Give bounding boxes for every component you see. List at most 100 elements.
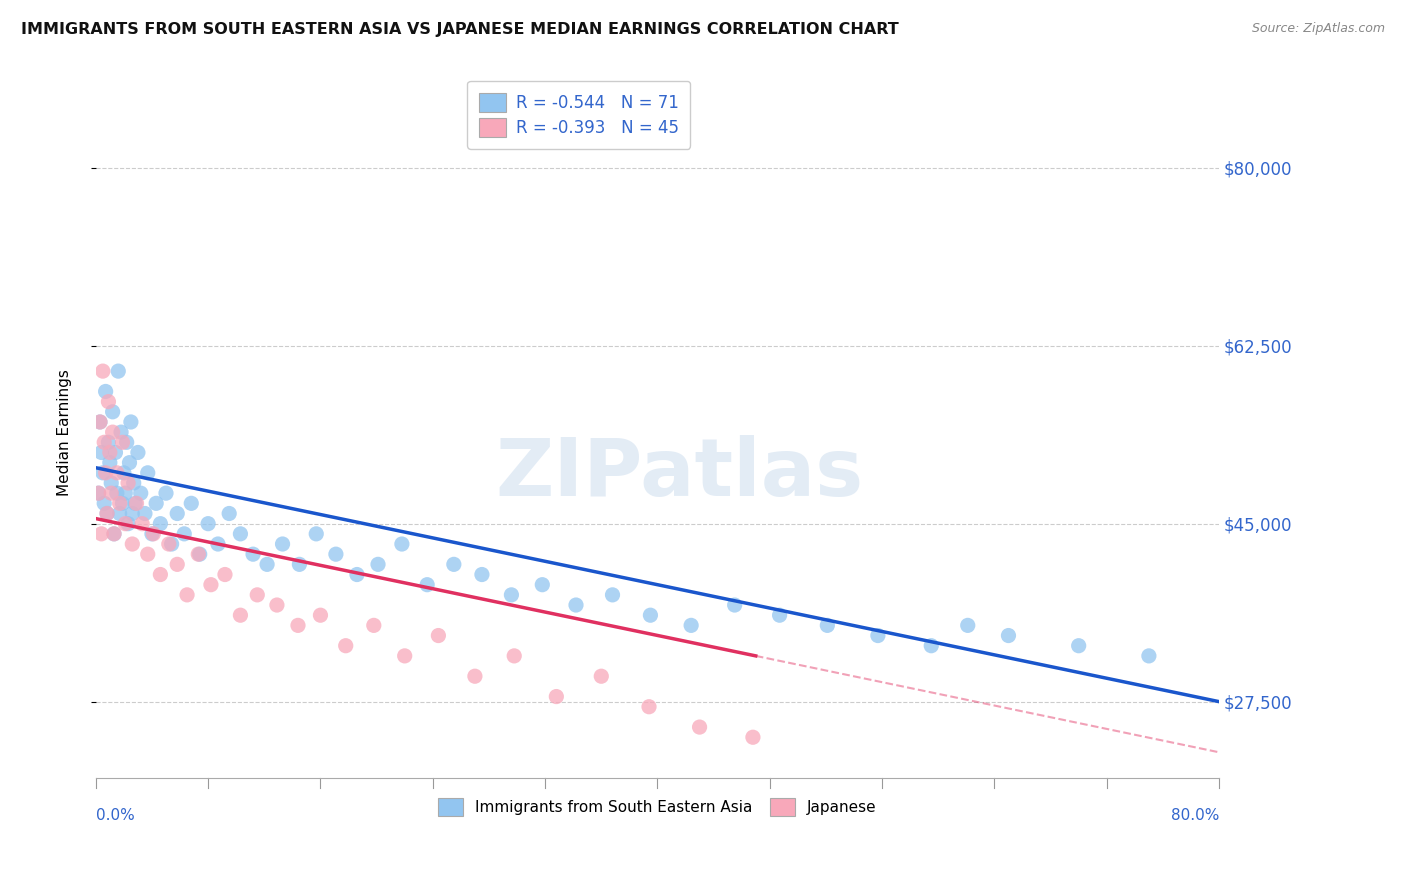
Point [309,608,332,623]
Text: 80.0%: 80.0% [1171,808,1219,823]
Point [121,507,143,521]
Point [471,567,494,582]
Point [501,588,523,602]
Point [108,496,131,510]
Point [367,558,389,572]
Point [1067,639,1090,653]
Point [591,669,613,683]
Point [815,618,838,632]
Point [188,547,211,561]
Point [98,445,121,459]
Point [288,558,311,572]
Point [187,547,209,561]
Point [546,690,568,704]
Point [124,496,146,510]
Point [173,526,195,541]
Point [325,547,347,561]
Point [229,608,252,623]
Point [956,618,979,632]
Point [242,547,264,561]
Point [602,588,624,602]
Point [100,486,122,500]
Text: IMMIGRANTS FROM SOUTH EASTERN ASIA VS JAPANESE MEDIAN EARNINGS CORRELATION CHART: IMMIGRANTS FROM SOUTH EASTERN ASIA VS JA… [21,22,898,37]
Point [117,475,139,490]
Point [114,486,136,500]
Point [218,507,240,521]
Point [93,496,115,510]
Point [271,537,294,551]
Point [464,669,486,683]
Point [724,598,747,612]
Point [136,547,159,561]
Text: ZIPatlas: ZIPatlas [496,434,865,513]
Point [197,516,219,531]
Point [105,486,128,500]
Point [112,466,135,480]
Point [166,558,188,572]
Point [142,526,165,541]
Point [94,466,117,480]
Point [287,618,309,632]
Point [120,415,142,429]
Point [416,577,439,591]
Point [129,486,152,500]
Point [866,628,889,642]
Point [114,516,136,531]
Legend: Immigrants from South Eastern Asia, Japanese: Immigrants from South Eastern Asia, Japa… [432,792,883,822]
Point [768,608,790,623]
Point [87,486,110,500]
Point [89,415,111,429]
Point [363,618,385,632]
Point [100,475,122,490]
Point [122,475,145,490]
Point [96,507,118,521]
Point [141,526,163,541]
Point [214,567,236,582]
Point [105,466,128,480]
Point [136,466,159,480]
Point [157,537,180,551]
Point [166,507,188,521]
Point [335,639,357,653]
Point [305,526,328,541]
Point [134,507,156,521]
Point [394,648,416,663]
Point [90,445,112,459]
Point [638,699,661,714]
Point [266,598,288,612]
Point [103,526,125,541]
Text: Source: ZipAtlas.com: Source: ZipAtlas.com [1251,22,1385,36]
Point [111,496,134,510]
Point [640,608,662,623]
Point [127,445,149,459]
Point [1137,648,1160,663]
Point [256,558,278,572]
Point [742,731,765,745]
Point [97,435,120,450]
Point [427,628,450,642]
Point [207,537,229,551]
Point [997,628,1019,642]
Point [94,384,117,399]
Point [149,516,172,531]
Point [176,588,198,602]
Point [89,415,111,429]
Point [110,425,132,439]
Point [346,567,368,582]
Point [246,588,269,602]
Point [91,466,114,480]
Point [681,618,703,632]
Point [93,435,115,450]
Point [87,486,110,500]
Point [180,496,202,510]
Point [689,720,711,734]
Point [90,526,112,541]
Point [125,496,148,510]
Point [96,507,118,521]
Point [117,516,139,531]
Point [160,537,183,551]
Point [145,496,167,510]
Point [443,558,465,572]
Text: 0.0%: 0.0% [96,808,135,823]
Point [101,425,124,439]
